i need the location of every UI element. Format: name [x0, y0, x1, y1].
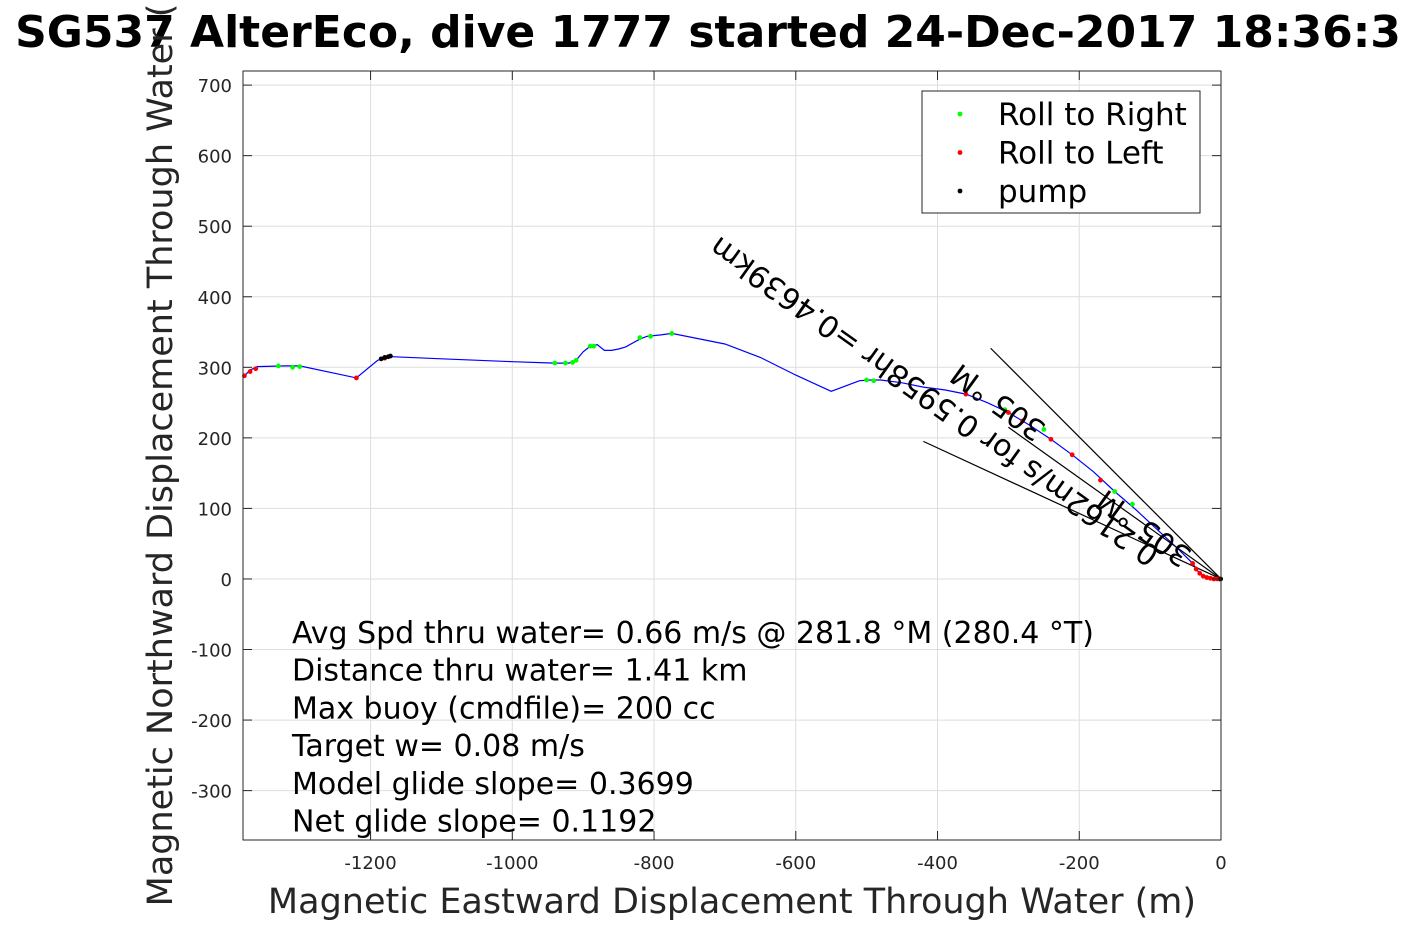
point-roll-to-right	[871, 378, 877, 384]
point-roll-to-right	[587, 343, 593, 349]
annotation-line: Max buoy (cmdfile)= 200 cc	[292, 691, 716, 726]
y-tick-label: 100	[198, 499, 232, 520]
stats-annotations: Avg Spd thru water= 0.66 m/s @ 281.8 °M …	[291, 616, 1094, 840]
point-roll-to-left	[1048, 436, 1054, 442]
legend-marker	[957, 188, 963, 194]
point-roll-to-right	[573, 357, 579, 363]
current-arrow-line	[923, 440, 1222, 580]
ticks: -1200 -1000 -800 -600 -400 -200 07006005004003…	[191, 71, 1227, 874]
current-arrow-line	[990, 347, 1222, 580]
point-roll-to-right	[290, 364, 296, 370]
y-tick-label: -200	[191, 711, 232, 732]
y-tick-label: 0	[221, 570, 232, 591]
point-roll-to-right	[1002, 407, 1008, 413]
point-roll-to-left	[1098, 477, 1103, 483]
y-tick-label: -300	[191, 782, 232, 803]
point-roll-to-right	[864, 377, 870, 383]
legend-label: Roll to Right	[998, 97, 1187, 133]
point-roll-to-left	[1069, 452, 1075, 458]
annotation-line: Avg Spd thru water= 0.66 m/s @ 281.8 °M …	[292, 616, 1094, 651]
point-roll-to-right	[276, 363, 281, 369]
y-tick-label: 600	[198, 147, 232, 168]
point-roll-to-left	[1190, 561, 1196, 566]
annotation-line: Model glide slope= 0.3699	[292, 767, 694, 802]
legend-marker	[957, 150, 963, 155]
point-roll-to-right	[552, 360, 558, 366]
y-tick-label: 500	[198, 217, 232, 238]
x-tick-label: -1200	[344, 853, 396, 874]
point-roll-to-right	[1112, 489, 1118, 494]
point-roll-to-left	[1020, 418, 1025, 424]
current-arrow-group	[923, 347, 1222, 580]
x-tick-label: 0	[1215, 853, 1226, 874]
point-roll-to-right	[570, 359, 575, 365]
point-roll-to-left	[963, 391, 969, 397]
x-tick-label: -800	[634, 853, 675, 874]
track	[243, 332, 1221, 580]
legend-box	[921, 90, 1201, 214]
x-tick-label: -1000	[486, 853, 538, 874]
legend-label: pump	[998, 174, 1087, 210]
x-axis-label: Magnetic Eastward Displacement Through W…	[268, 882, 1196, 922]
annotation-line: Target w= 0.08 m/s	[291, 729, 585, 764]
chart-title: SG537 AlterEco, dive 1777 started 24-Dec…	[15, 7, 1401, 58]
annotation-line: Distance thru water= 1.41 km	[292, 654, 747, 689]
x-tick-label: -200	[1059, 853, 1100, 874]
point-roll-to-left	[1193, 566, 1199, 572]
point-roll-to-left	[1197, 570, 1203, 576]
x-tick-label: -400	[917, 853, 958, 874]
plot-frame	[242, 70, 1222, 841]
point-roll-to-right	[563, 360, 568, 366]
y-tick-label: -100	[191, 641, 232, 662]
point-roll-to-right	[591, 343, 597, 349]
track-line	[243, 332, 1221, 580]
point-roll-to-left	[247, 369, 253, 374]
point-roll-to-right	[1041, 426, 1047, 432]
y-tick-label: 700	[198, 76, 232, 97]
point-roll-to-right	[648, 333, 653, 339]
y-tick-label: 300	[198, 358, 232, 379]
y-tick-label: 200	[198, 429, 232, 450]
current-arrow-shaft	[1008, 426, 1222, 580]
point-roll-to-left	[1005, 410, 1011, 415]
legend-label: Roll to Left	[998, 136, 1164, 172]
point-roll-to-right	[297, 364, 303, 370]
y-axis-label: Magnetic Northward Displacement Through …	[141, 4, 181, 907]
points	[242, 331, 1224, 582]
y-tick-label: 400	[198, 288, 232, 309]
point-roll-to-left	[253, 366, 259, 372]
point-pump	[388, 353, 393, 359]
annotation-line: Net glide slope= 0.1192	[292, 805, 656, 840]
point-roll-to-left	[353, 375, 359, 381]
point-roll-to-right	[637, 335, 643, 341]
x-tick-label: -600	[775, 853, 816, 874]
point-roll-to-right	[669, 331, 675, 336]
point-roll-to-right	[1130, 501, 1135, 507]
legend-marker	[957, 111, 963, 117]
